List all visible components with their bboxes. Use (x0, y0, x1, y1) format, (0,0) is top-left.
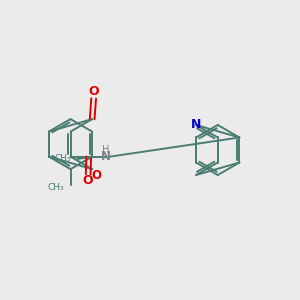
Text: CH₃: CH₃ (47, 183, 64, 192)
Text: H: H (102, 145, 109, 155)
Text: O: O (88, 85, 99, 98)
Text: O: O (92, 169, 102, 182)
Text: N: N (191, 118, 201, 131)
Text: CH₃: CH₃ (54, 154, 71, 164)
Text: O: O (83, 174, 94, 187)
Text: N: N (100, 150, 110, 163)
